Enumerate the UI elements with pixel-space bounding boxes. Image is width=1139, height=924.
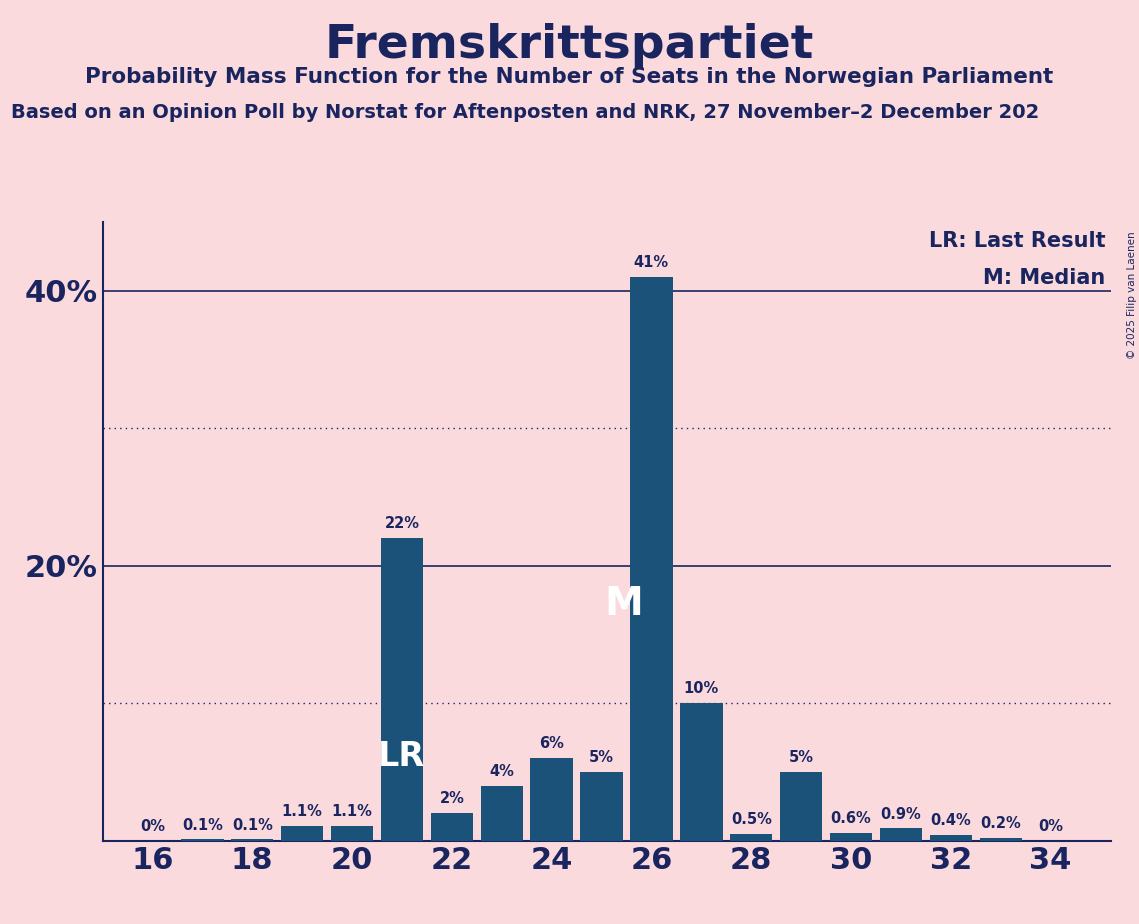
Bar bbox=[330, 826, 374, 841]
Text: M: M bbox=[605, 585, 644, 623]
Text: 0.9%: 0.9% bbox=[880, 807, 921, 821]
Bar bbox=[181, 840, 223, 841]
Bar bbox=[780, 772, 822, 841]
Text: 0.2%: 0.2% bbox=[981, 816, 1022, 832]
Text: M: Median: M: Median bbox=[983, 268, 1106, 288]
Text: 2%: 2% bbox=[440, 792, 465, 807]
Bar bbox=[680, 703, 722, 841]
Text: 0.1%: 0.1% bbox=[182, 818, 223, 833]
Bar bbox=[281, 826, 323, 841]
Text: Fremskrittspartiet: Fremskrittspartiet bbox=[325, 23, 814, 68]
Text: 4%: 4% bbox=[490, 764, 514, 779]
Text: 22%: 22% bbox=[385, 517, 419, 531]
Text: 0.5%: 0.5% bbox=[731, 812, 771, 827]
Text: 0%: 0% bbox=[140, 819, 165, 834]
Bar bbox=[531, 759, 573, 841]
Text: 0.4%: 0.4% bbox=[931, 813, 972, 829]
Bar bbox=[231, 840, 273, 841]
Text: 41%: 41% bbox=[634, 255, 669, 270]
Text: 0.6%: 0.6% bbox=[830, 810, 871, 826]
Bar bbox=[929, 835, 972, 841]
Bar bbox=[830, 833, 872, 841]
Bar bbox=[730, 834, 772, 841]
Bar bbox=[879, 829, 923, 841]
Text: LR: Last Result: LR: Last Result bbox=[929, 231, 1106, 251]
Text: 1.1%: 1.1% bbox=[331, 804, 372, 819]
Text: 1.1%: 1.1% bbox=[281, 804, 322, 819]
Text: 0%: 0% bbox=[1038, 819, 1063, 834]
Text: LR: LR bbox=[378, 739, 426, 772]
Bar bbox=[630, 277, 673, 841]
Bar bbox=[431, 813, 473, 841]
Text: 0.1%: 0.1% bbox=[231, 818, 272, 833]
Text: Based on an Opinion Poll by Norstat for Aftenposten and NRK, 27 November–2 Decem: Based on an Opinion Poll by Norstat for … bbox=[11, 103, 1040, 123]
Bar bbox=[980, 838, 1022, 841]
Bar bbox=[380, 538, 423, 841]
Text: 5%: 5% bbox=[788, 750, 813, 765]
Text: © 2025 Filip van Laenen: © 2025 Filip van Laenen bbox=[1126, 231, 1137, 359]
Text: 6%: 6% bbox=[539, 736, 564, 751]
Bar bbox=[580, 772, 623, 841]
Text: Probability Mass Function for the Number of Seats in the Norwegian Parliament: Probability Mass Function for the Number… bbox=[85, 67, 1054, 87]
Bar bbox=[481, 785, 523, 841]
Text: 5%: 5% bbox=[589, 750, 614, 765]
Text: 10%: 10% bbox=[683, 681, 719, 697]
